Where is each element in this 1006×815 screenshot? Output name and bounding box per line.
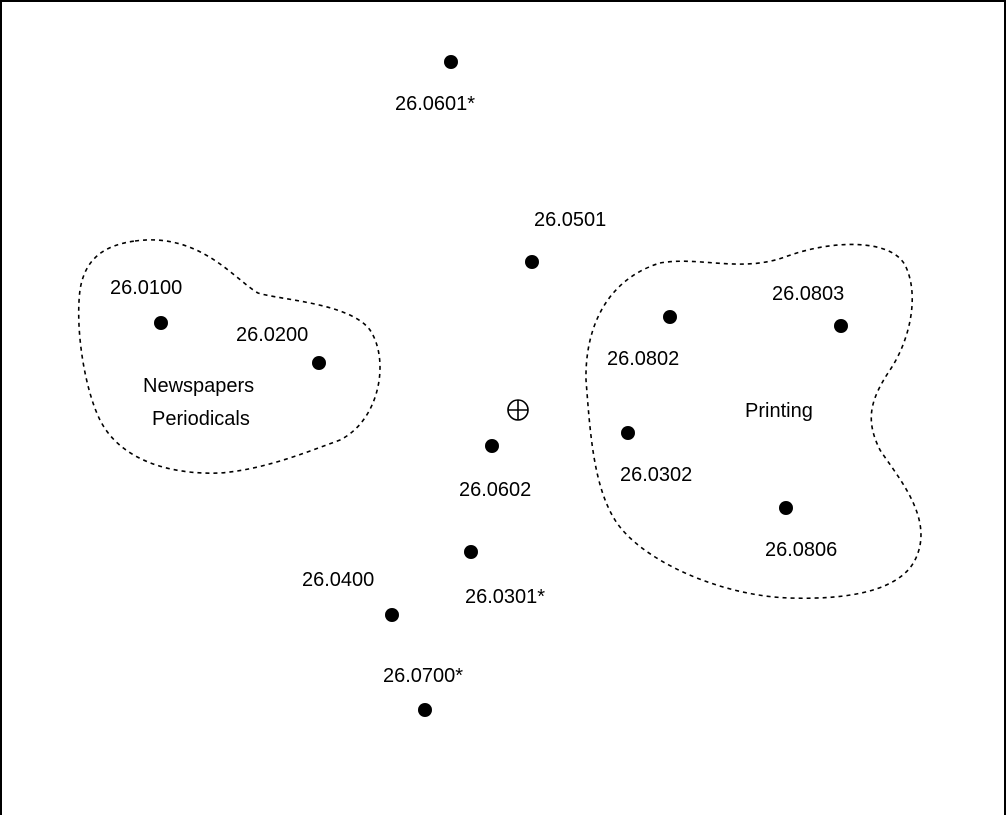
cluster-label-newspapers-line2: Periodicals — [152, 408, 250, 430]
centroid-marker — [507, 399, 529, 421]
point-dot-26-0802 — [663, 310, 677, 324]
point-label-26-0302: 26.0302 — [620, 464, 692, 486]
point-dot-26-0806 — [779, 501, 793, 515]
point-label-26-0802: 26.0802 — [607, 348, 679, 370]
point-label-26-0602: 26.0602 — [459, 479, 531, 501]
point-label-26-0601: 26.0601* — [395, 93, 475, 115]
point-dot-26-0602 — [485, 439, 499, 453]
point-dot-26-0803 — [834, 319, 848, 333]
cluster-outline-printing — [585, 243, 922, 600]
point-label-26-0501: 26.0501 — [534, 209, 606, 231]
point-dot-26-0100 — [154, 316, 168, 330]
point-dot-26-0601 — [444, 55, 458, 69]
point-dot-26-0302 — [621, 426, 635, 440]
point-label-26-0700: 26.0700* — [383, 665, 463, 687]
point-label-26-0803: 26.0803 — [772, 283, 844, 305]
point-dot-26-0301 — [464, 545, 478, 559]
cluster-label-newspapers-line1: Newspapers — [143, 375, 254, 397]
point-label-26-0806: 26.0806 — [765, 539, 837, 561]
point-label-26-0200: 26.0200 — [236, 324, 308, 346]
point-dot-26-0400 — [385, 608, 399, 622]
point-label-26-0301: 26.0301* — [465, 586, 545, 608]
point-label-26-0100: 26.0100 — [110, 277, 182, 299]
point-dot-26-0200 — [312, 356, 326, 370]
cluster-outline-newspapers — [77, 239, 381, 474]
point-dot-26-0501 — [525, 255, 539, 269]
cluster-label-printing: Printing — [745, 400, 813, 422]
point-dot-26-0700 — [418, 703, 432, 717]
point-label-26-0400: 26.0400 — [302, 569, 374, 591]
